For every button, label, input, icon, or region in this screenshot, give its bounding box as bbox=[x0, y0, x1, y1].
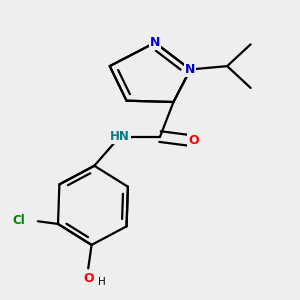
Text: O: O bbox=[83, 272, 94, 285]
Text: N: N bbox=[150, 36, 160, 49]
Text: Cl: Cl bbox=[13, 214, 26, 227]
Text: N: N bbox=[185, 63, 195, 76]
Text: H: H bbox=[98, 277, 105, 287]
Text: O: O bbox=[188, 134, 199, 147]
Text: HN: HN bbox=[110, 130, 130, 143]
